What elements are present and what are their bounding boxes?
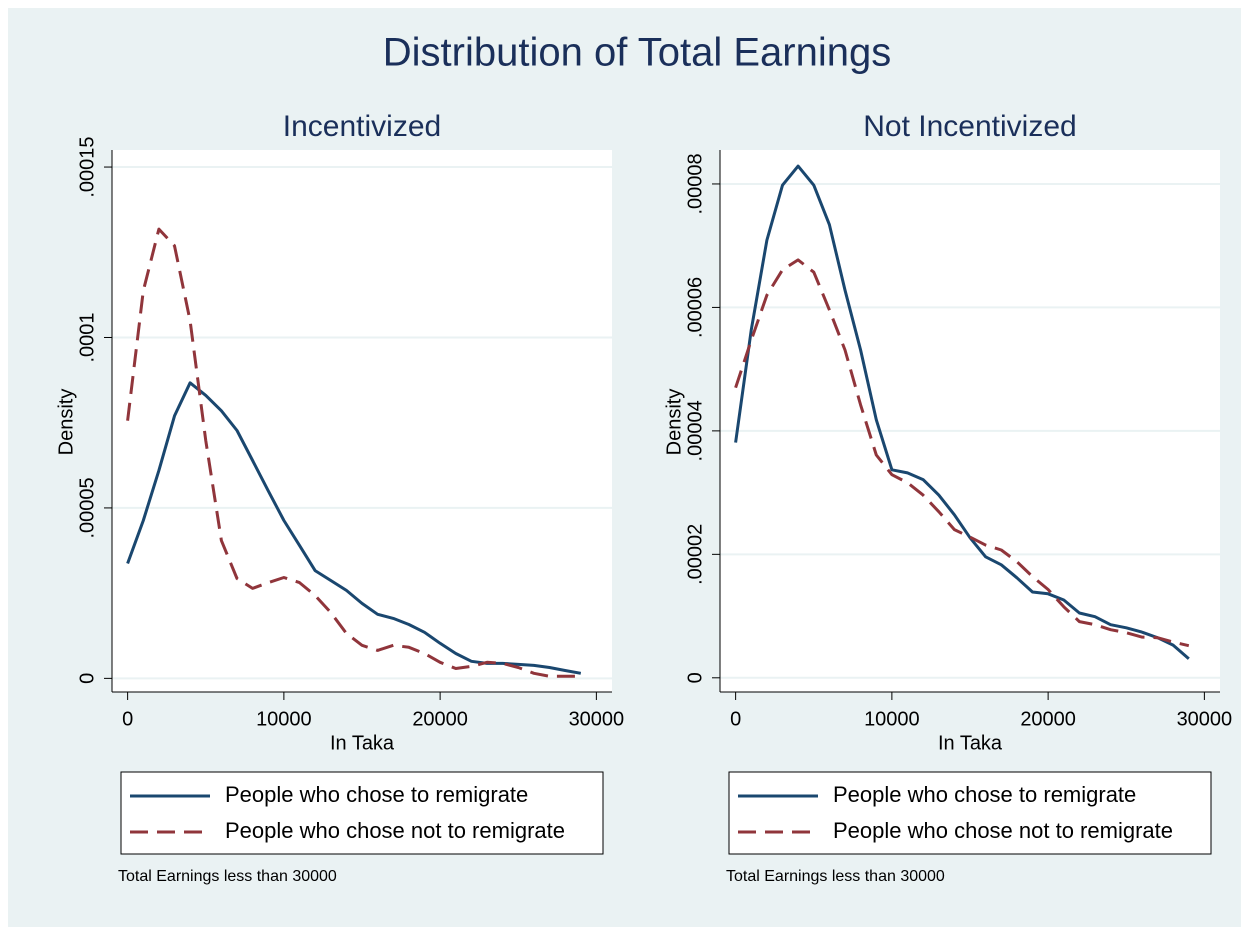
panel: Incentivized 0 .00005 .0001 .00015 0 10000 2000… — [55, 110, 624, 885]
y-tick-label: .00002 — [684, 524, 706, 585]
x-axis-label: In Taka — [938, 732, 1003, 754]
legend-label: People who chose to remigrate — [225, 782, 528, 807]
series-line — [734, 258, 1190, 648]
y-axis-label: Density — [663, 389, 685, 456]
y-tick-label: 0 — [684, 672, 706, 683]
x-tick-label: 0 — [730, 708, 741, 730]
y-tick-label: .00005 — [76, 477, 98, 538]
legend-label: People who chose not to remigrate — [833, 818, 1173, 843]
chart-title: Distribution of Total Earnings — [383, 31, 891, 75]
panel-title: Incentivized — [283, 110, 441, 143]
x-tick-label: 10000 — [256, 708, 312, 730]
y-tick-label: .00008 — [684, 153, 706, 214]
x-tick-label: 10000 — [864, 708, 920, 730]
series-line — [126, 227, 581, 678]
note: Total Earnings less than 30000 — [726, 868, 945, 885]
y-tick-label: .00004 — [684, 400, 706, 461]
legend — [728, 771, 1212, 855]
y-tick-label: .0001 — [76, 312, 98, 362]
x-tick-label: 20000 — [1020, 708, 1076, 730]
y-axis-label: Density — [55, 389, 77, 456]
x-tick-label: 30000 — [1177, 708, 1233, 730]
panel: Not Incentivized 0 .00002 .00004 .00006 .0000… — [663, 110, 1232, 885]
y-tick-label: .00015 — [76, 136, 98, 197]
y-tick-label: 0 — [76, 673, 98, 684]
y-tick-label: .00006 — [684, 277, 706, 338]
panel-title: Not Incentivized — [863, 110, 1076, 143]
x-tick-label: 20000 — [412, 708, 468, 730]
plot-area — [720, 150, 1220, 692]
legend-label: People who chose not to remigrate — [225, 818, 565, 843]
x-axis-label: In Taka — [330, 732, 395, 754]
note: Total Earnings less than 30000 — [118, 868, 337, 885]
legend — [120, 771, 604, 855]
series-line — [734, 164, 1190, 660]
x-tick-label: 30000 — [569, 708, 625, 730]
x-tick-label: 0 — [122, 708, 133, 730]
plot-area — [112, 150, 612, 692]
legend-label: People who chose to remigrate — [833, 782, 1136, 807]
